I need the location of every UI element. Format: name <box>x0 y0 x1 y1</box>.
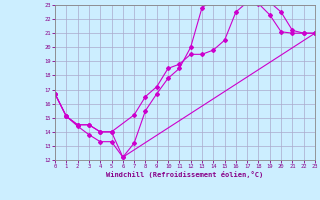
X-axis label: Windchill (Refroidissement éolien,°C): Windchill (Refroidissement éolien,°C) <box>106 171 264 178</box>
